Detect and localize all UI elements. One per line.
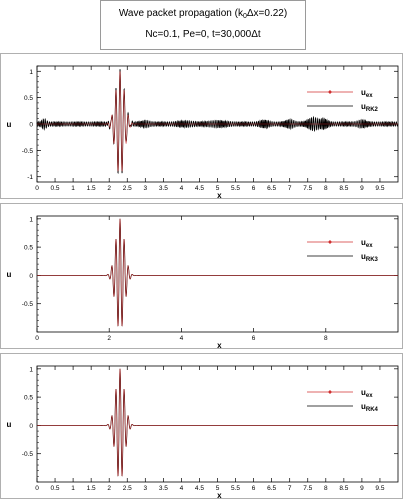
series-line-exact-rk2 xyxy=(37,71,398,172)
x-tick-label-rk3: 8 xyxy=(324,335,328,342)
legend-subscript-rk3: RK3 xyxy=(366,257,379,263)
x-tick-label-rk2: 3.5 xyxy=(159,185,168,192)
y-tick-label-rk3: 0 xyxy=(29,273,33,280)
y-tick-label-rk3: -0.5 xyxy=(22,301,34,308)
x-tick-label-rk4: 7.5 xyxy=(303,485,312,492)
legend-label-rk2: uRK2 xyxy=(361,102,379,113)
legend-subscript-exact-rk2: ex xyxy=(366,93,373,99)
x-tick-label-rk4: 4.5 xyxy=(195,485,204,492)
x-tick-label-rk4: 1.5 xyxy=(87,485,96,492)
x-tick-label-rk2: 2.5 xyxy=(123,185,132,192)
x-tick-label-rk4: 7 xyxy=(288,485,292,492)
x-tick-label-rk2: 2 xyxy=(107,185,111,192)
x-tick-label-rk4: 6.5 xyxy=(267,485,276,492)
legend-label-exact-rk4: uex xyxy=(361,388,373,399)
x-tick-label-rk2: 4.5 xyxy=(195,185,204,192)
x-axis-label-rk4: x xyxy=(217,491,222,500)
x-tick-label-rk4: 2 xyxy=(107,485,111,492)
x-tick-label-rk4: 0 xyxy=(35,485,39,492)
plot-panel-rk2: -1 -0.5 0 0.5 1 0 0.5 1 1.5 2 2.5 3 3.5 4 4.5 5 5.5 6 6.5 7… xyxy=(0,53,403,200)
plot-svg-rk4: -0.5 0 0.5 1 0 0.5 1 1.5 2 2.5 3 3.5 4 4.5 5 5.5 6 6.5 7 7.… xyxy=(7,365,399,500)
legend-label-rk3: uRK3 xyxy=(361,252,379,263)
x-tick-label-rk2: 0.5 xyxy=(51,185,60,192)
legend-label-exact-rk3: uex xyxy=(361,238,373,249)
plot-svg-rk3: -0.5 0 0.5 1 0 2 4 6 8 x u uex uRK3 xyxy=(7,215,399,350)
x-axis-label-rk2: x xyxy=(217,191,222,200)
x-tick-label-rk2: 1.5 xyxy=(87,185,96,192)
series-line-rk2 xyxy=(36,69,399,174)
y-tick-label-rk2: 0 xyxy=(29,122,33,129)
x-tick-label-rk4: 0.5 xyxy=(51,485,60,492)
x-tick-label-rk2: 1 xyxy=(71,185,75,192)
y-axis-label-rk3: u xyxy=(7,270,12,279)
x-tick-label-rk3: 6 xyxy=(252,335,256,342)
chart-title-box: Wave packet propagation (k0Δx=0.22) Nc=0… xyxy=(100,0,306,50)
chart-subtitle: Nc=0.1, Pe=0, t=30,000Δt xyxy=(145,29,261,40)
x-tick-label-rk4: 5 xyxy=(216,485,220,492)
y-tick-label-rk2: -0.5 xyxy=(22,148,34,155)
series-line-rk4 xyxy=(37,368,398,477)
legend-subscript-exact-rk3: ex xyxy=(366,243,373,249)
legend-marker-exact-rk3 xyxy=(328,240,332,244)
x-tick-label-rk2: 7 xyxy=(288,185,292,192)
plot-panel-rk3: -0.5 0 0.5 1 0 2 4 6 8 x u uex uRK3 xyxy=(0,203,403,350)
y-tick-label-rk2: 1 xyxy=(29,69,33,76)
x-axis-label-rk3: x xyxy=(217,341,222,350)
x-tick-label-rk2: 5.5 xyxy=(231,185,240,192)
title-prefix: Wave packet propagation (k xyxy=(118,8,243,19)
x-tick-label-rk4: 1 xyxy=(71,485,75,492)
legend-subscript-rk2: RK2 xyxy=(366,107,379,113)
y-tick-label-rk3: 1 xyxy=(29,216,33,223)
y-tick-label-rk2: 0.5 xyxy=(24,95,33,102)
x-tick-label-rk4: 3.5 xyxy=(159,485,168,492)
series-line-exact-rk4 xyxy=(37,368,398,477)
y-tick-label-rk3: 0.5 xyxy=(24,245,33,252)
y-tick-label-rk2: -1 xyxy=(27,174,33,181)
x-tick-label-rk4: 6 xyxy=(252,485,256,492)
plot-frame-rk4 xyxy=(36,365,399,483)
x-tick-label-rk4: 9 xyxy=(360,485,364,492)
x-tick-label-rk2: 9 xyxy=(360,185,364,192)
x-tick-label-rk3: 2 xyxy=(107,335,111,342)
title-subscript: 0 xyxy=(242,13,247,20)
y-axis-label-rk2: u xyxy=(7,120,12,129)
x-tick-label-rk2: 0 xyxy=(35,185,39,192)
x-tick-label-rk2: 6 xyxy=(252,185,256,192)
legend-marker-exact-rk2 xyxy=(328,90,332,94)
legend-label-rk4: uRK4 xyxy=(361,402,379,413)
plot-panel-rk4: -0.5 0 0.5 1 0 0.5 1 1.5 2 2.5 3 3.5 4 4.5 5 5.5 6 6.5 7 7.… xyxy=(0,353,403,500)
legend-marker-exact-rk4 xyxy=(328,390,332,394)
x-tick-label-rk4: 9.5 xyxy=(375,485,384,492)
x-tick-label-rk4: 2.5 xyxy=(123,485,132,492)
x-tick-label-rk2: 5 xyxy=(216,185,220,192)
x-tick-label-rk4: 5.5 xyxy=(231,485,240,492)
legend-label-exact-rk2: uex xyxy=(361,88,373,99)
plot-svg-rk2: -1 -0.5 0 0.5 1 0 0.5 1 1.5 2 2.5 3 3.5 4 4.5 5 5.5 6 6.5 7… xyxy=(7,65,399,200)
title-suffix: Δx=0.22) xyxy=(246,8,288,19)
legend-subscript-rk4: RK4 xyxy=(366,407,379,413)
series-line-exact-rk3 xyxy=(37,218,398,327)
x-tick-label-rk4: 8 xyxy=(324,485,328,492)
y-tick-label-rk4: 1 xyxy=(29,366,33,373)
y-tick-label-rk4: 0.5 xyxy=(24,395,33,402)
x-tick-label-rk2: 7.5 xyxy=(303,185,312,192)
plot-frame-rk3 xyxy=(36,215,399,333)
x-tick-label-rk4: 4 xyxy=(180,485,184,492)
y-axis-label-rk4: u xyxy=(7,420,12,429)
legend-subscript-exact-rk4: ex xyxy=(366,393,373,399)
x-tick-label-rk4: 8.5 xyxy=(339,485,348,492)
x-tick-label-rk3: 0 xyxy=(35,335,39,342)
x-tick-label-rk3: 4 xyxy=(180,335,184,342)
series-line-rk3 xyxy=(37,218,398,327)
y-tick-label-rk4: -0.5 xyxy=(22,451,34,458)
x-tick-label-rk2: 4 xyxy=(180,185,184,192)
x-tick-label-rk2: 8.5 xyxy=(339,185,348,192)
x-tick-label-rk2: 3 xyxy=(143,185,147,192)
x-tick-label-rk2: 9.5 xyxy=(375,185,384,192)
y-tick-label-rk4: 0 xyxy=(29,423,33,430)
x-tick-label-rk2: 6.5 xyxy=(267,185,276,192)
x-tick-label-rk4: 3 xyxy=(143,485,147,492)
chart-title: Wave packet propagation (k0Δx=0.22) xyxy=(101,8,305,20)
x-tick-label-rk2: 8 xyxy=(324,185,328,192)
